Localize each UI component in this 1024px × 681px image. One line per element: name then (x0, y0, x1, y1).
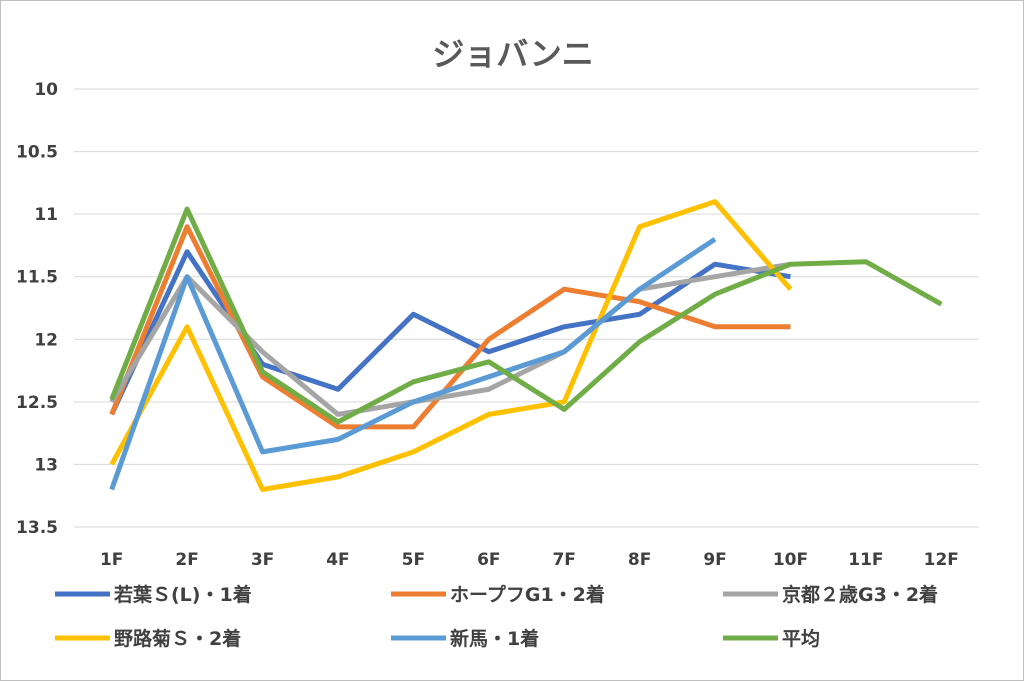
series-line-3 (109, 261, 791, 417)
y-tick-label: 10 (34, 80, 58, 100)
legend-item: ホープフG1・2着 (391, 583, 605, 606)
x-tick-label: 9F (703, 550, 726, 570)
legend-item: 平均 (723, 627, 820, 650)
legend-item: 若葉Ｓ(L)・1着 (55, 583, 252, 606)
legend-label: 新馬・1着 (450, 627, 539, 650)
chart-title: ジョバンニ (432, 35, 594, 73)
legend-item: 野路菊Ｓ・2着 (55, 627, 241, 650)
series-lines (109, 199, 943, 492)
x-axis-tick-labels: 1F 2F 3F 4F 5F 6F 7F 8F 9F 10F 11F 12F (100, 550, 959, 570)
x-tick-label: 5F (402, 550, 425, 570)
x-tick-label: 4F (326, 550, 349, 570)
y-tick-label: 12 (34, 330, 58, 350)
legend-label: 若葉Ｓ(L)・1着 (114, 583, 252, 606)
series-line-6 (109, 206, 943, 425)
x-tick-label: 7F (552, 550, 575, 570)
y-axis-tick-labels: 10 10.5 11 11.5 12 12.5 13 13.5 (16, 80, 58, 538)
x-tick-label: 1F (100, 550, 123, 570)
y-tick-label: 10.5 (16, 143, 58, 163)
y-tick-label: 12.5 (16, 393, 58, 413)
y-tick-label: 11 (34, 205, 58, 225)
y-tick-label: 13.5 (16, 518, 58, 538)
y-tick-label: 13 (34, 455, 58, 475)
y-tick-label: 11.5 (16, 268, 58, 288)
x-tick-label: 3F (251, 550, 274, 570)
series-line-2 (109, 224, 791, 430)
x-tick-label: 10F (773, 550, 808, 570)
series-line-1 (109, 249, 791, 416)
series-line-5 (109, 237, 717, 491)
x-tick-label: 2F (175, 550, 198, 570)
legend-label: 京都２歳G3・2着 (782, 583, 938, 606)
x-tick-label: 11F (848, 550, 883, 570)
legend-label: 野路菊Ｓ・2着 (114, 627, 241, 650)
legend-item: 新馬・1着 (391, 627, 539, 650)
x-tick-label: 8F (628, 550, 651, 570)
legend-label: ホープフG1・2着 (450, 583, 605, 606)
legend-item: 京都２歳G3・2着 (723, 583, 938, 606)
legend-label: 平均 (782, 627, 820, 650)
series-line-4 (109, 199, 793, 492)
x-tick-label: 6F (477, 550, 500, 570)
x-tick-label: 12F (924, 550, 959, 570)
gridlines (74, 88, 979, 528)
